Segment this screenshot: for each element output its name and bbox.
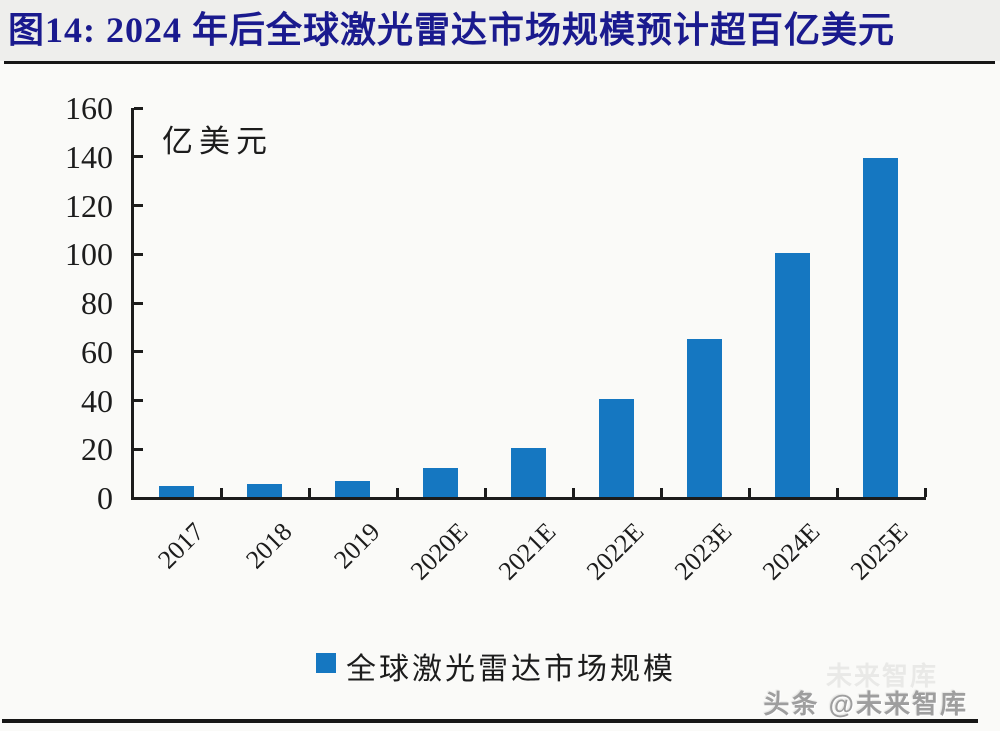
x-tick <box>220 488 223 497</box>
x-tick <box>572 488 575 497</box>
y-axis-line <box>131 108 134 500</box>
y-tick-label: 60 <box>81 333 113 370</box>
x-tick <box>484 488 487 497</box>
title-bar <box>0 0 1000 61</box>
y-tick <box>134 447 143 451</box>
x-category-label-text: 2021E <box>492 517 562 586</box>
watermark-text: 头条 @未来智库 <box>763 689 968 719</box>
x-category-label-text: 2025E <box>844 517 914 586</box>
bar-2022E <box>599 399 634 497</box>
x-category-label-text: 2024E <box>756 517 826 586</box>
y-tick <box>134 155 143 159</box>
y-tick-label: 80 <box>81 285 113 321</box>
y-tick <box>134 399 143 402</box>
bar-2021E <box>511 448 546 497</box>
bottom-divider <box>2 719 978 723</box>
y-tick-label: 0 <box>97 480 113 516</box>
x-category-label-text: 2022E <box>580 517 650 586</box>
x-tick <box>396 488 399 497</box>
watermark-ghost: 未来智库 <box>825 661 938 691</box>
legend-label: 全球激光雷达市场规模 <box>346 653 676 686</box>
y-tick-label: 40 <box>81 382 113 419</box>
y-tick-label: 20 <box>81 431 113 468</box>
legend: 全球激光雷达市场规模 <box>0 644 1000 686</box>
x-tick <box>308 488 311 497</box>
y-tick <box>134 204 143 207</box>
x-axis-line <box>131 497 926 500</box>
y-tick <box>134 350 143 354</box>
y-tick-label: 140 <box>65 138 113 175</box>
y-tick-label: 120 <box>65 187 113 224</box>
x-category-label-text: 2018 <box>240 517 298 575</box>
y-tick <box>134 301 143 305</box>
x-category-label-text: 2023E <box>668 517 738 586</box>
bar-2025E <box>863 158 898 497</box>
bar-2019 <box>335 481 370 497</box>
x-category-label-text: 2019 <box>328 517 386 575</box>
y-tick-label: 100 <box>65 236 113 273</box>
y-axis-unit-label: 亿美元 <box>162 124 273 159</box>
legend-swatch <box>316 653 336 673</box>
x-tick <box>836 488 839 497</box>
y-tick-label: 160 <box>65 90 113 126</box>
y-tick <box>134 252 143 256</box>
bar-2024E <box>775 253 810 497</box>
x-tick <box>748 488 751 497</box>
bar-2018 <box>247 484 282 497</box>
x-category-label-text: 2020E <box>404 517 474 586</box>
x-tick <box>660 488 663 497</box>
bar-2023E <box>687 339 722 497</box>
x-category-label-text: 2017 <box>152 517 210 575</box>
x-tick <box>924 488 927 497</box>
bar-2020E <box>423 468 458 497</box>
y-tick <box>134 106 143 110</box>
title-divider <box>4 61 995 64</box>
bar-2017 <box>159 486 194 497</box>
figure-title: 图14: 2024 年后全球激光雷达市场规模预计超百亿美元 <box>8 10 895 50</box>
